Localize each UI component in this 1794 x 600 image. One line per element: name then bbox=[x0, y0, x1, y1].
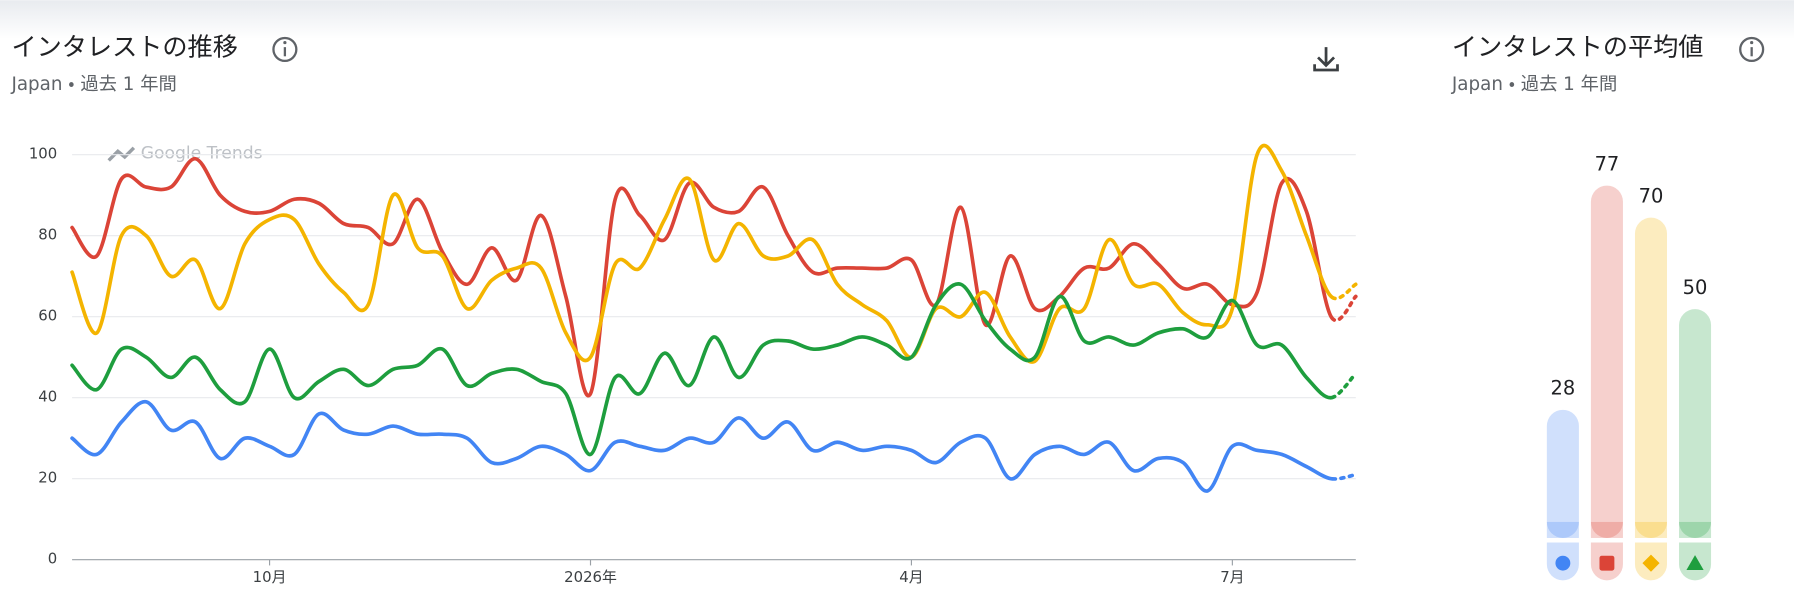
series-line bbox=[70, 143, 1358, 364]
chart-subtitle: Japan ・ 過去 1 年間 bbox=[10, 74, 176, 95]
chart-title: インタレストの推移 bbox=[11, 32, 237, 61]
bar bbox=[1546, 409, 1579, 538]
chart-title: インタレストの平均値 bbox=[1452, 32, 1704, 61]
bar bbox=[1634, 217, 1668, 538]
watermark: Google Trends bbox=[107, 144, 263, 164]
download-button[interactable] bbox=[1313, 47, 1339, 72]
value-label: 28 bbox=[1551, 377, 1576, 400]
watermark-text: Google Trends bbox=[141, 144, 263, 164]
series-line bbox=[70, 282, 1358, 457]
bar bbox=[1590, 185, 1623, 538]
top-shade bbox=[0, 0, 1794, 40]
bar-base bbox=[1634, 521, 1668, 538]
bar bbox=[1679, 309, 1712, 538]
bar-base bbox=[1546, 521, 1579, 538]
y-tick-label: 100 bbox=[29, 145, 57, 163]
y-tick-label: 0 bbox=[48, 550, 57, 568]
info-icon[interactable] bbox=[272, 36, 298, 63]
y-tick-label: 40 bbox=[38, 388, 57, 406]
x-tick-label: 4月 bbox=[899, 568, 923, 586]
series-line bbox=[70, 156, 1358, 398]
value-label: 77 bbox=[1595, 152, 1620, 175]
value-label: 50 bbox=[1683, 276, 1708, 299]
chart-subtitle: Japan ・ 過去 1 年間 bbox=[1451, 74, 1617, 95]
info-icon[interactable] bbox=[1739, 36, 1765, 63]
value-label: 70 bbox=[1639, 185, 1664, 208]
legend-icon bbox=[1686, 555, 1704, 571]
series-line bbox=[70, 399, 1358, 493]
bar-base bbox=[1679, 521, 1712, 538]
x-tick-label: 2026年 bbox=[564, 568, 617, 586]
y-tick-label: 20 bbox=[38, 469, 57, 487]
legend-icon bbox=[1599, 555, 1615, 571]
y-tick-label: 80 bbox=[38, 226, 57, 244]
x-tick-label: 10月 bbox=[253, 568, 287, 586]
x-tick-label: 7月 bbox=[1220, 568, 1244, 586]
bar-base bbox=[1590, 521, 1623, 538]
legend-icon bbox=[1555, 555, 1571, 571]
y-tick-label: 60 bbox=[38, 307, 57, 325]
